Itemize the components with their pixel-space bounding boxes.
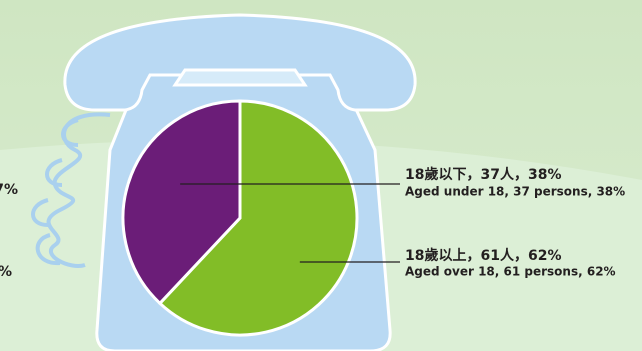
slice-label-en: Aged over 18, 61 persons, 62% (405, 265, 616, 279)
phone-cord (31, 112, 111, 268)
pie-slice (121, 99, 242, 306)
slice-label: 18歲以上，61人，62% (405, 247, 561, 264)
slice-label-en: Aged under 18, 37 persons, 38% (405, 185, 625, 199)
pie-slice (157, 99, 359, 337)
slice-label: 18歲以下，37人，38% (405, 166, 561, 183)
cropped-label: 7% (0, 182, 18, 198)
cropped-label: % (0, 264, 12, 280)
